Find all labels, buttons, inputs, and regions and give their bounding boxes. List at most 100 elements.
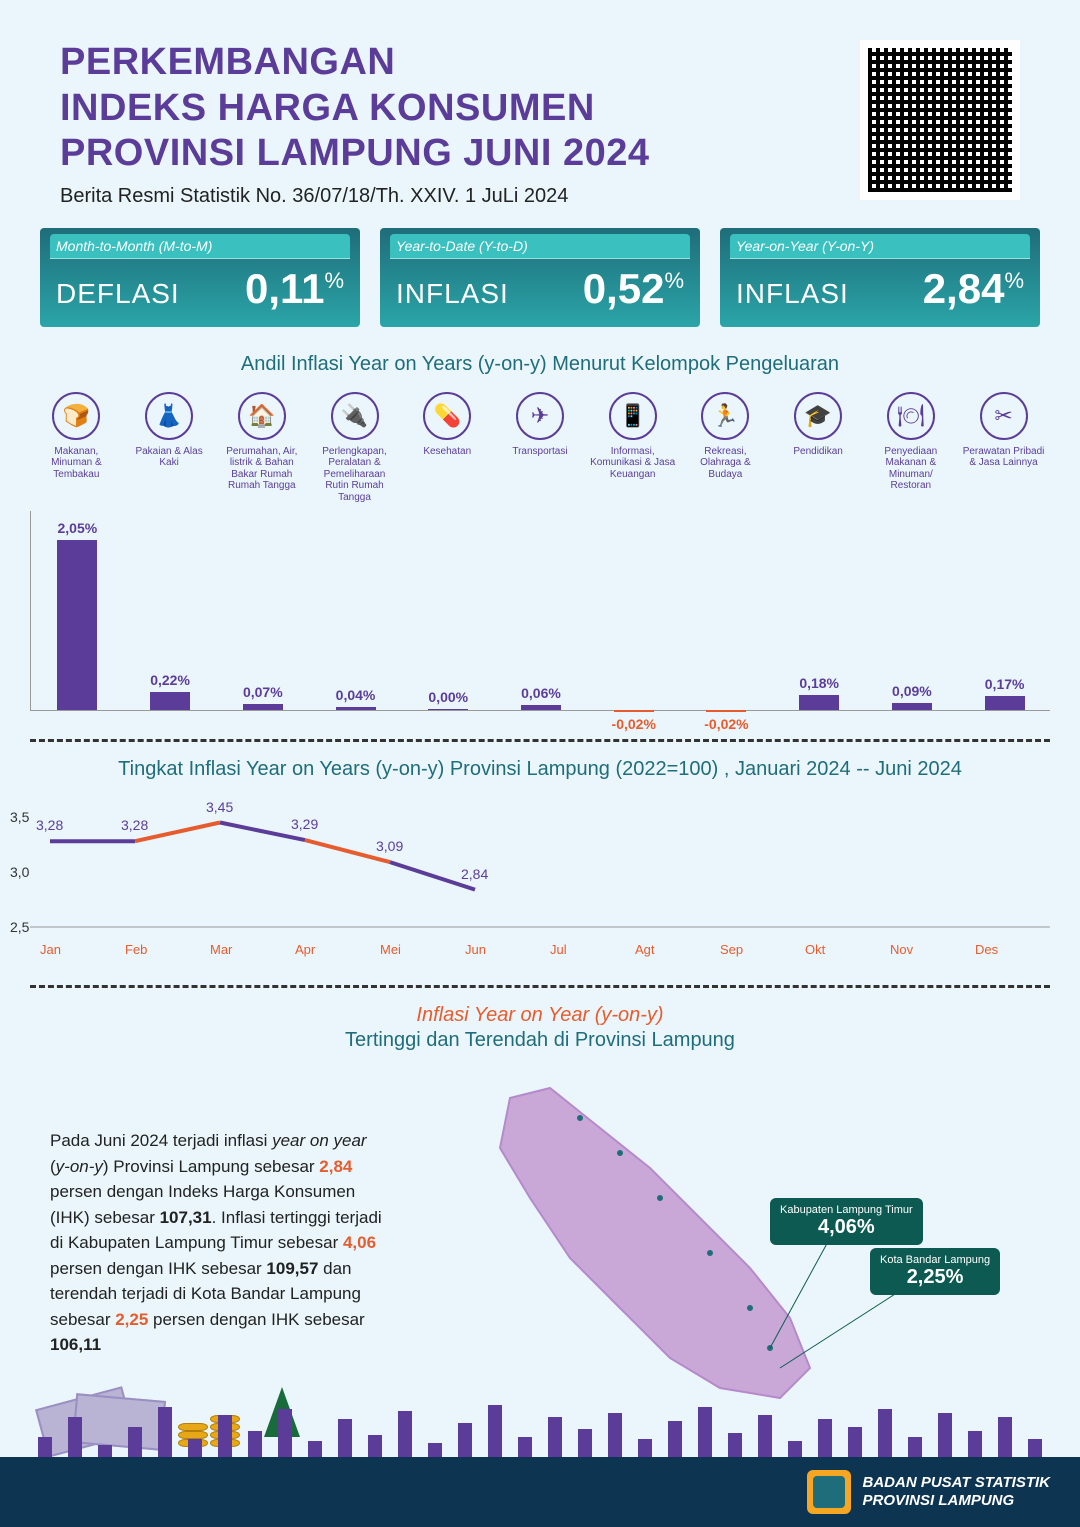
bar: [892, 703, 932, 710]
category-item: 🏠 Perumahan, Air, listrik & Bahan Bakar R…: [219, 392, 305, 504]
map-title1: Inflasi Year on Year (y-on-y): [0, 1004, 1080, 1027]
bar: [243, 704, 283, 710]
bar-chart: 2,05%0,22%0,07%0,04%0,00%0,06%-0,02%-0,0…: [30, 511, 1050, 711]
divider: [30, 739, 1050, 742]
category-name: Penyediaan Makanan & Minuman/ Restoran: [868, 446, 954, 492]
x-tick: Jul: [550, 942, 567, 957]
stat-yoy: Year-on-Year (Y-on-Y) INFLASI 2,84%: [720, 228, 1040, 327]
stat-head: Year-on-Year (Y-on-Y): [730, 234, 1030, 259]
bar-item: 0,09%: [866, 703, 959, 710]
subtitle: Berita Resmi Statistik No. 36/07/18/Th. …: [60, 185, 649, 208]
category-icon: 🏠: [238, 392, 286, 440]
stat-value: 0,11%: [245, 265, 344, 313]
callout-value: 4,06%: [780, 1216, 913, 1239]
category-name: Makanan, Minuman & Tembakau: [33, 446, 119, 481]
x-tick: Des: [975, 942, 998, 957]
bar-item: 0,22%: [124, 692, 217, 710]
bar-label: 2,05%: [31, 520, 124, 536]
bar-label: 0,04%: [309, 687, 402, 703]
bar-label: 0,09%: [866, 683, 959, 699]
category-item: 🏃Rekreasi, Olahraga & Budaya: [682, 392, 768, 504]
point-label: 3,09: [376, 838, 403, 854]
category-icon: 🎓: [794, 392, 842, 440]
x-tick: Jun: [465, 942, 486, 957]
callout-name: Kota Bandar Lampung: [880, 1254, 990, 1266]
category-icon: 🍽: [887, 392, 935, 440]
bar: [521, 705, 561, 710]
category-icon: 📱: [609, 392, 657, 440]
stat-label: DEFLASI: [56, 278, 180, 310]
map: Kabupaten Lampung Timur 4,06% Kota Banda…: [410, 1078, 1030, 1438]
bar-section-title: Andil Inflasi Year on Years (y-on-y) Men…: [0, 353, 1080, 376]
stat-head: Month-to-Month (M-to-M): [50, 234, 350, 259]
stat-head: Year-to-Date (Y-to-D): [390, 234, 690, 259]
footer-text: BADAN PUSAT STATISTIK PROVINSI LAMPUNG: [863, 1474, 1051, 1510]
bar: [614, 710, 654, 712]
category-item: 🔌Perlengkapan, Peralatan & Pemeliharaan …: [312, 392, 398, 504]
callout-high: Kabupaten Lampung Timur 4,06%: [770, 1198, 923, 1245]
category-name: Kesehatan: [404, 446, 490, 458]
title-block: PERKEMBANGAN INDEKS HARGA KONSUMEN PROVI…: [60, 40, 649, 208]
line-chart: 3,53,02,5JanFebMarAprMeiJunJulAgtSepOktN…: [30, 797, 1050, 957]
divider: [30, 985, 1050, 988]
callout-name: Kabupaten Lampung Timur: [780, 1204, 913, 1216]
bar: [985, 696, 1025, 710]
category-name: Informasi, Komunikasi & Jasa Keuangan: [590, 446, 676, 481]
bar-item: 0,18%: [773, 695, 866, 710]
bar-item: 0,07%: [216, 704, 309, 710]
point-label: 3,28: [121, 817, 148, 833]
stat-label: INFLASI: [736, 278, 849, 310]
bps-logo-icon: [807, 1470, 851, 1514]
map-title2: Tertinggi dan Terendah di Provinsi Lampu…: [0, 1029, 1080, 1052]
skyline-decoration-icon: [0, 1387, 1080, 1457]
x-tick: Jan: [40, 942, 61, 957]
bar-item: 0,04%: [309, 707, 402, 710]
x-tick: Mei: [380, 942, 401, 957]
category-item: 👗 Pakaian & Alas Kaki: [126, 392, 212, 504]
x-tick: Agt: [635, 942, 655, 957]
category-item: 🎓Pendidikan: [775, 392, 861, 504]
bar-label: 0,07%: [216, 684, 309, 700]
stat-cards: Month-to-Month (M-to-M) DEFLASI 0,11% Ye…: [0, 218, 1080, 337]
bar: [336, 707, 376, 710]
bar-label: 0,18%: [773, 675, 866, 691]
bar-item: 0,00%: [402, 709, 495, 710]
title-line2: INDEKS HARGA KONSUMEN: [60, 86, 649, 132]
bar-label: 0,22%: [124, 672, 217, 688]
category-name: Perlengkapan, Peralatan & Pemeliharaan R…: [312, 446, 398, 504]
category-icon: 👗: [145, 392, 193, 440]
bar: [150, 692, 190, 710]
qr-code-icon: [860, 40, 1020, 200]
category-icon: ✂: [980, 392, 1028, 440]
x-tick: Feb: [125, 942, 147, 957]
bar-label: 0,17%: [958, 676, 1051, 692]
y-tick: 3,0: [10, 864, 29, 880]
point-label: 3,29: [291, 816, 318, 832]
bar-label: -0,02%: [680, 716, 773, 732]
bar: [57, 540, 97, 710]
category-name: Rekreasi, Olahraga & Budaya: [682, 446, 768, 481]
y-tick: 3,5: [10, 809, 29, 825]
bar-item: 0,06%: [495, 705, 588, 710]
x-tick: Okt: [805, 942, 825, 957]
x-tick: Nov: [890, 942, 913, 957]
x-tick: Mar: [210, 942, 232, 957]
line-section-title: Tingkat Inflasi Year on Years (y-on-y) P…: [0, 758, 1080, 781]
stat-label: INFLASI: [396, 278, 509, 310]
category-item: ✈Transportasi: [497, 392, 583, 504]
title-line3: PROVINSI LAMPUNG JUNI 2024: [60, 131, 649, 177]
title-line1: PERKEMBANGAN: [60, 40, 649, 86]
category-name: Pakaian & Alas Kaki: [126, 446, 212, 469]
x-tick: Sep: [720, 942, 743, 957]
bar-label: 0,00%: [402, 689, 495, 705]
category-name: Perawatan Pribadi & Jasa Lainnya: [961, 446, 1047, 469]
bar: [799, 695, 839, 710]
bar-label: -0,02%: [587, 716, 680, 732]
category-item: 🍽 Penyediaan Makanan & Minuman/ Restoran: [868, 392, 954, 504]
category-name: Perumahan, Air, listrik & Bahan Bakar Ru…: [219, 446, 305, 492]
category-item: 💊Kesehatan: [404, 392, 490, 504]
footer: BADAN PUSAT STATISTIK PROVINSI LAMPUNG: [0, 1457, 1080, 1527]
bar-item: 0,17%: [958, 696, 1051, 710]
category-icon: ✈: [516, 392, 564, 440]
stat-mtom: Month-to-Month (M-to-M) DEFLASI 0,11%: [40, 228, 360, 327]
